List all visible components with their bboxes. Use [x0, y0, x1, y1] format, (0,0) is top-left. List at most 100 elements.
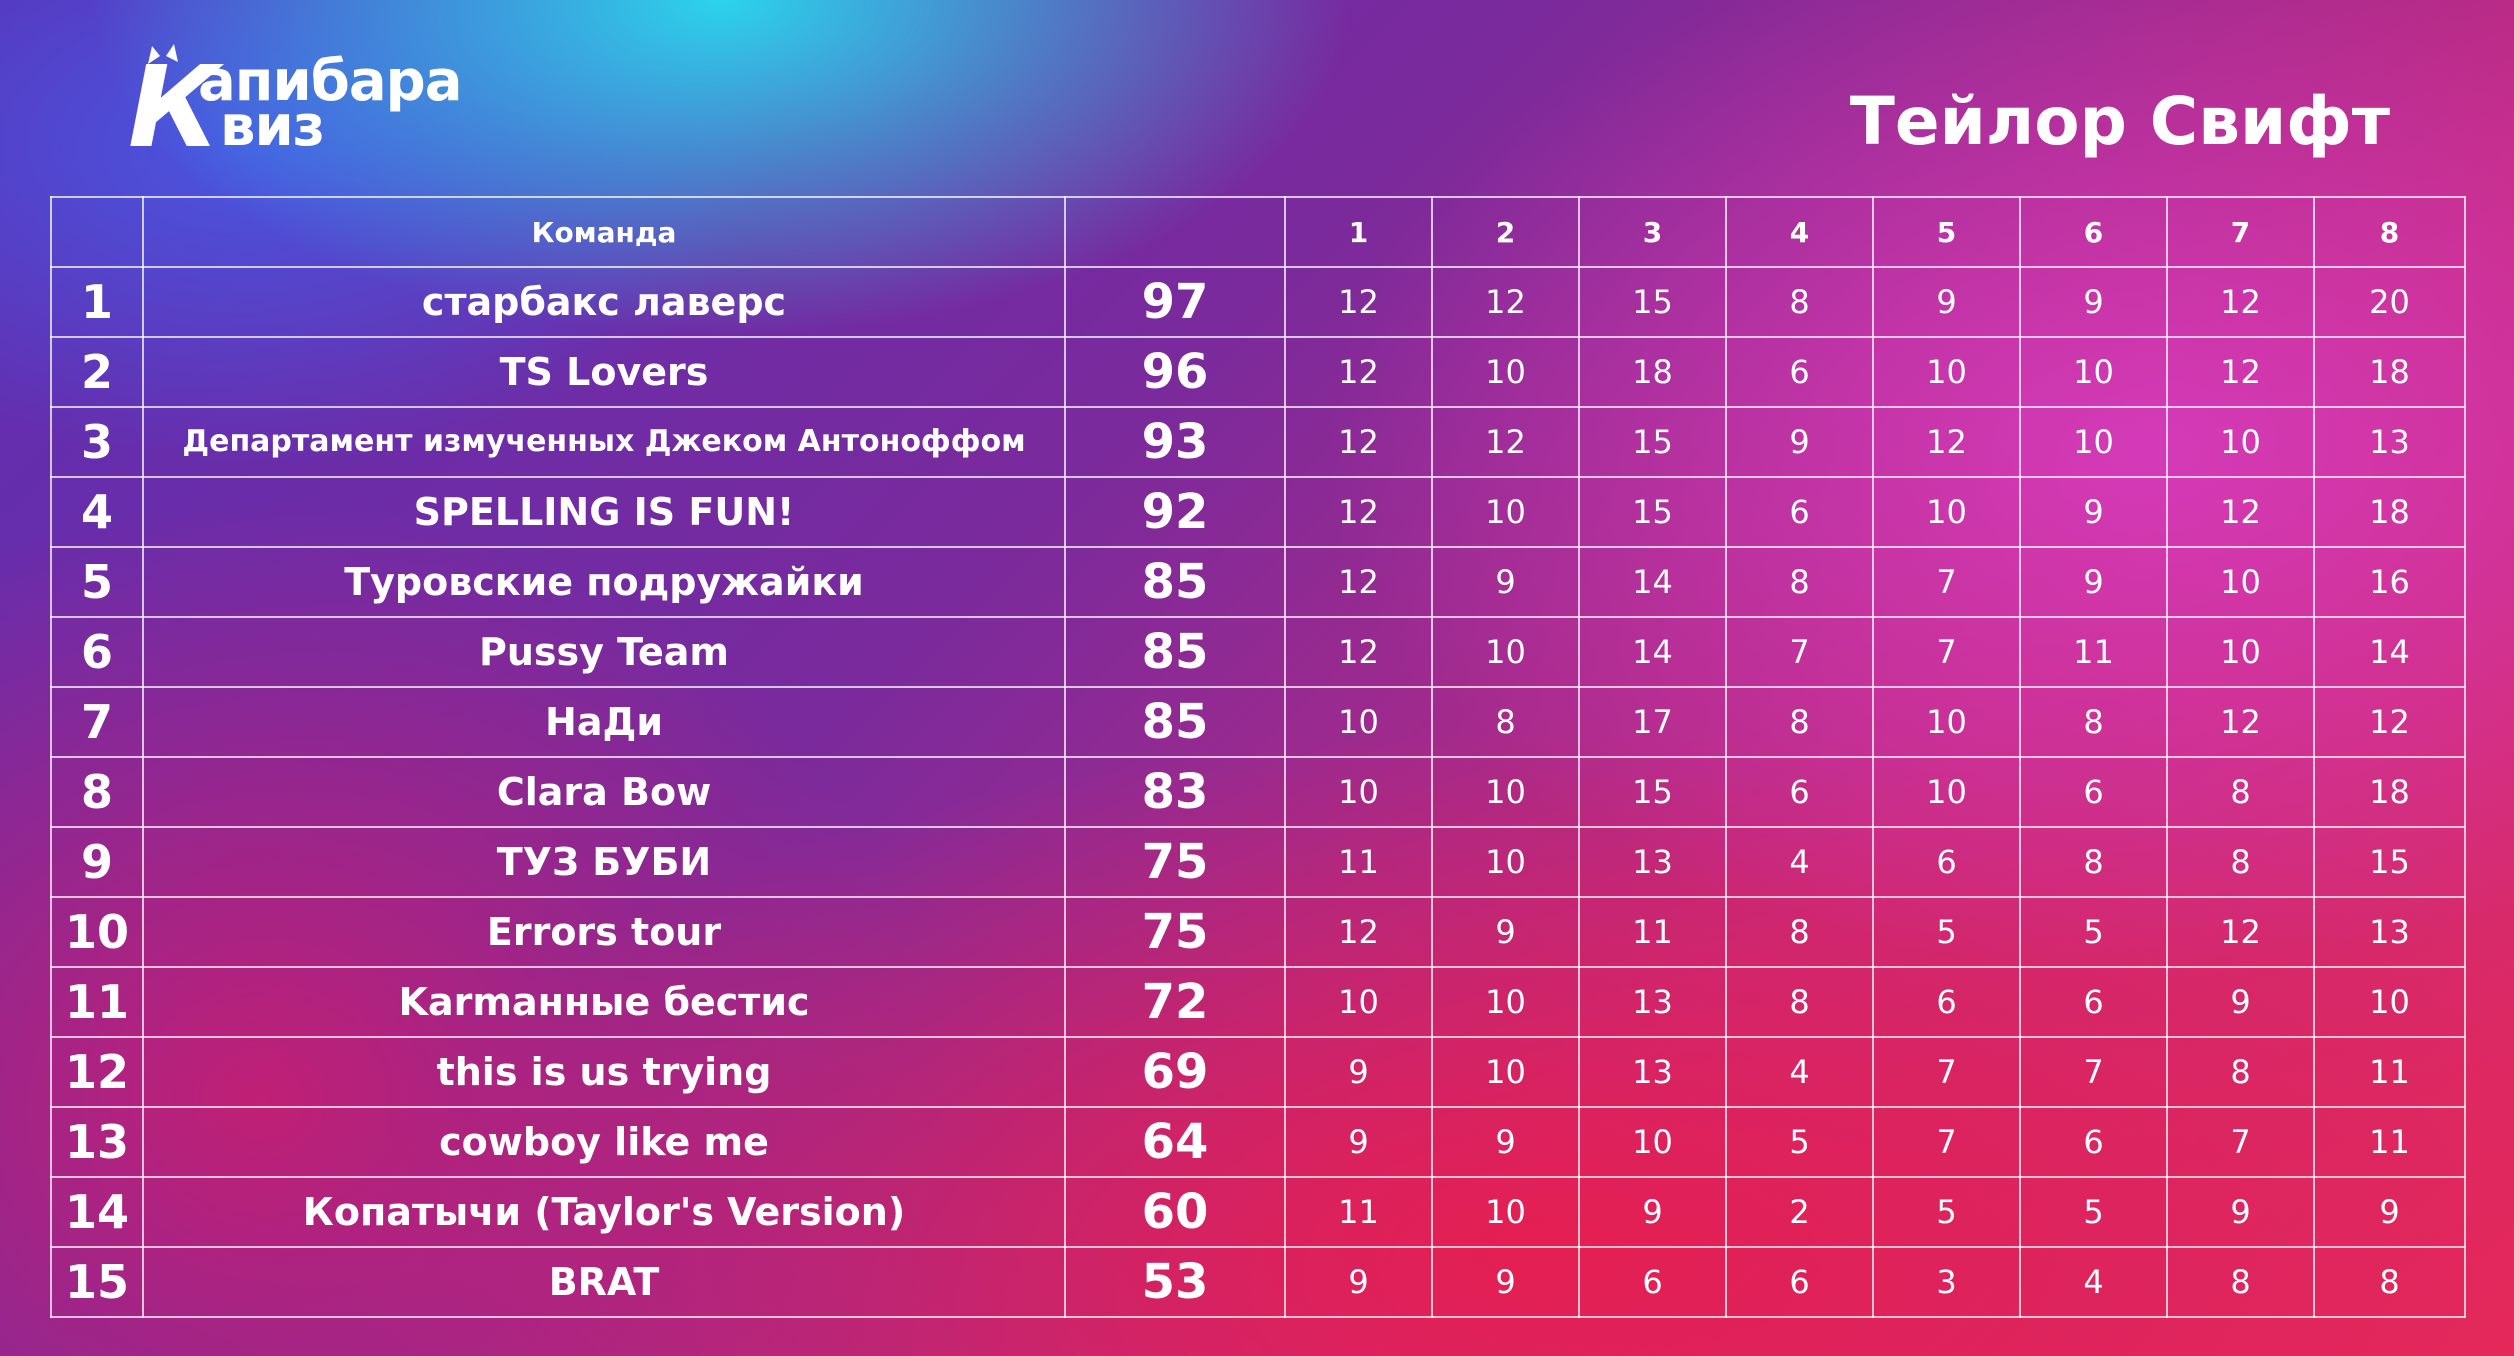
- round-score-cell: 13: [1578, 1036, 1727, 1108]
- round-score-cell: 6: [2019, 756, 2168, 828]
- round-score-cell: 10: [1431, 826, 1580, 898]
- table-row: 6 Pussy Team 85 12 10 14 7 7 11 10 14: [50, 616, 2466, 688]
- team-name-cell: this is us trying: [142, 1036, 1066, 1108]
- round-score-cell: 9: [2019, 476, 2168, 548]
- total-score-cell: 69: [1064, 1036, 1286, 1108]
- total-score-cell: 97: [1064, 266, 1286, 338]
- round-score-cell: 10: [1872, 476, 2021, 548]
- round-score-cell: 12: [2166, 896, 2315, 968]
- round-score-cell: 6: [2019, 1106, 2168, 1178]
- round-score-cell: 7: [1725, 616, 1874, 688]
- rank-cell: 2: [50, 336, 144, 408]
- header-round: 2: [1431, 196, 1580, 268]
- team-name-cell: Копатычи (Taylor's Version): [142, 1176, 1066, 1248]
- header-round: 1: [1284, 196, 1433, 268]
- page-title: Тейлор Свифт: [1849, 83, 2390, 160]
- round-score-cell: 8: [2166, 1246, 2315, 1318]
- rank-cell: 5: [50, 546, 144, 618]
- round-score-cell: 17: [1578, 686, 1727, 758]
- total-score-cell: 85: [1064, 616, 1286, 688]
- team-name: this is us trying: [436, 1050, 772, 1094]
- round-score-cell: 5: [1872, 896, 2021, 968]
- team-name: Туровские подружайки: [344, 560, 864, 604]
- round-score-cell: 10: [2313, 966, 2466, 1038]
- total-score-cell: 85: [1064, 546, 1286, 618]
- round-score-cell: 8: [2166, 826, 2315, 898]
- header-team: Команда: [142, 196, 1066, 268]
- total-score-cell: 92: [1064, 476, 1286, 548]
- round-score-cell: 11: [1284, 826, 1433, 898]
- rank-cell: 1: [50, 266, 144, 338]
- round-score-cell: 6: [2019, 966, 2168, 1038]
- round-score-cell: 12: [2313, 686, 2466, 758]
- round-score-cell: 13: [2313, 406, 2466, 478]
- round-score-cell: 9: [2166, 1176, 2315, 1248]
- table-row: 1 старбакс лаверс 97 12 12 15 8 9 9 12 20: [50, 266, 2466, 338]
- header-round: 5: [1872, 196, 2021, 268]
- round-score-cell: 9: [1872, 266, 2021, 338]
- table-header-row: Команда 1 2 3 4 5 6 7 8: [50, 196, 2466, 268]
- rank-cell: 14: [50, 1176, 144, 1248]
- round-score-cell: 10: [1431, 966, 1580, 1038]
- table-row: 2 TS Lovers 96 12 10 18 6 10 10 12 18: [50, 336, 2466, 408]
- round-score-cell: 8: [1725, 546, 1874, 618]
- round-score-cell: 15: [1578, 266, 1727, 338]
- round-score-cell: 9: [2019, 546, 2168, 618]
- round-score-cell: 10: [1284, 756, 1433, 828]
- round-score-cell: 10: [1284, 686, 1433, 758]
- round-score-cell: 7: [1872, 1106, 2021, 1178]
- rank-cell: 11: [50, 966, 144, 1038]
- table-row: 12 this is us trying 69 9 10 13 4 7 7 8 11: [50, 1036, 2466, 1108]
- round-score-cell: 5: [2019, 896, 2168, 968]
- round-score-cell: 12: [1431, 406, 1580, 478]
- rank-cell: 8: [50, 756, 144, 828]
- total-score-cell: 85: [1064, 686, 1286, 758]
- round-score-cell: 6: [1725, 476, 1874, 548]
- round-score-cell: 3: [1872, 1246, 2021, 1318]
- round-score-cell: 15: [1578, 476, 1727, 548]
- capybara-ears-icon: [148, 44, 178, 64]
- round-score-cell: 7: [1872, 1036, 2021, 1108]
- round-score-cell: 4: [1725, 1036, 1874, 1108]
- round-score-cell: 6: [1725, 1246, 1874, 1318]
- team-name: BRAT: [548, 1260, 660, 1304]
- round-score-cell: 13: [1578, 826, 1727, 898]
- round-score-cell: 6: [1872, 966, 2021, 1038]
- round-score-cell: 11: [2019, 616, 2168, 688]
- team-name-cell: НаДи: [142, 686, 1066, 758]
- round-score-cell: 15: [2313, 826, 2466, 898]
- total-score-cell: 75: [1064, 826, 1286, 898]
- round-score-cell: 16: [2313, 546, 2466, 618]
- round-score-cell: 9: [1284, 1246, 1433, 1318]
- header-total: [1064, 196, 1286, 268]
- team-name: старбакс лаверс: [421, 280, 787, 324]
- round-score-cell: 8: [2019, 826, 2168, 898]
- round-score-cell: 5: [2019, 1176, 2168, 1248]
- round-score-cell: 6: [1725, 336, 1874, 408]
- round-score-cell: 12: [1284, 406, 1433, 478]
- rank-cell: 12: [50, 1036, 144, 1108]
- team-name: Karmанные бестис: [398, 980, 810, 1024]
- total-score-cell: 72: [1064, 966, 1286, 1038]
- round-score-cell: 10: [2019, 336, 2168, 408]
- round-score-cell: 8: [2166, 1036, 2315, 1108]
- round-score-cell: 8: [1725, 966, 1874, 1038]
- total-score-cell: 53: [1064, 1246, 1286, 1318]
- round-score-cell: 8: [1725, 266, 1874, 338]
- table-row: 11 Karmанные бестис 72 10 10 13 8 6 6 9 10: [50, 966, 2466, 1038]
- rank-cell: 7: [50, 686, 144, 758]
- total-score-cell: 60: [1064, 1176, 1286, 1248]
- team-name-cell: Департамент измученных Джеком Антоноффом: [142, 406, 1066, 478]
- table-row: 5 Туровские подружайки 85 12 9 14 8 7 9 10 16: [50, 546, 2466, 618]
- results-table: Команда 1 2 3 4 5 6 7 8 1 старбакс лаверс…: [50, 196, 2466, 1318]
- round-score-cell: 12: [1284, 336, 1433, 408]
- round-score-cell: 13: [2313, 896, 2466, 968]
- logo-word-top: апибара: [198, 49, 462, 114]
- team-name: TS Lovers: [499, 350, 709, 394]
- round-score-cell: 18: [2313, 476, 2466, 548]
- round-score-cell: 11: [1284, 1176, 1433, 1248]
- team-name-cell: Errors tour: [142, 896, 1066, 968]
- round-score-cell: 9: [1284, 1036, 1433, 1108]
- round-score-cell: 7: [2019, 1036, 2168, 1108]
- round-score-cell: 10: [1578, 1106, 1727, 1178]
